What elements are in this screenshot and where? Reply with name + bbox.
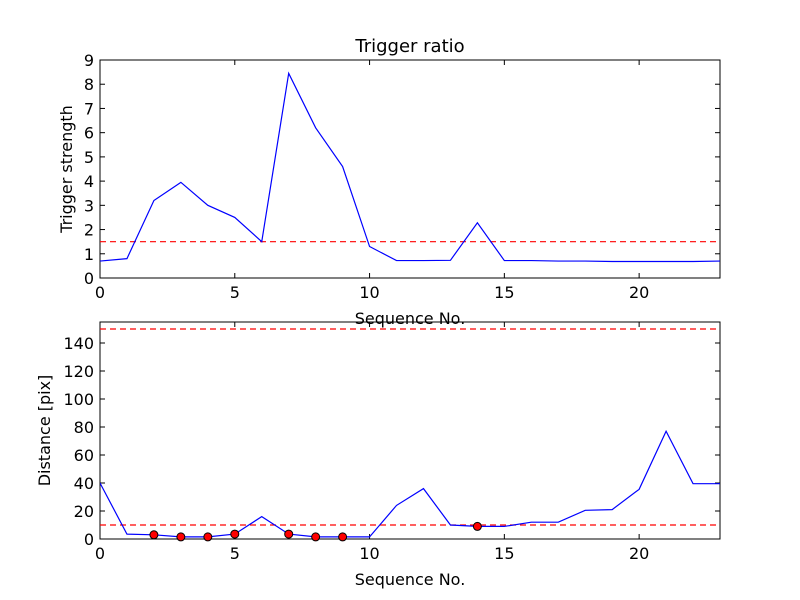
y-tick-label: 4 (84, 172, 94, 191)
data-point-marker (338, 532, 348, 542)
data-point-marker (203, 532, 213, 542)
y-axis-label: Distance [pix] (35, 375, 54, 487)
data-point-marker (284, 529, 294, 539)
y-tick-label: 40 (74, 474, 94, 493)
x-tick-label: 15 (494, 283, 514, 302)
x-tick-label: 20 (629, 544, 649, 563)
x-axis-label: Sequence No. (355, 309, 466, 328)
data-point-marker (149, 530, 159, 540)
y-tick-label: 0 (84, 530, 94, 549)
y-tick-label: 20 (74, 502, 94, 521)
x-tick-label: 0 (95, 544, 105, 563)
x-tick-label: 5 (230, 283, 240, 302)
y-tick-label: 8 (84, 75, 94, 94)
x-tick-label: 10 (359, 283, 379, 302)
x-tick-label: 20 (629, 283, 649, 302)
y-axis-label: Trigger strength (57, 105, 76, 234)
plot-frame (99, 321, 721, 540)
y-tick-label: 6 (84, 124, 94, 143)
y-tick-label: 0 (84, 269, 94, 288)
chart-title: Trigger ratio (354, 36, 464, 57)
x-tick-label: 5 (230, 544, 240, 563)
data-point-marker (472, 521, 482, 531)
y-tick-label: 2 (84, 221, 94, 240)
y-tick-label: 80 (74, 418, 94, 437)
series-line (100, 71, 720, 263)
x-tick-label: 15 (494, 544, 514, 563)
plot-area (100, 328, 720, 538)
x-axis-label: Sequence No. (355, 570, 466, 589)
y-tick-label: 140 (63, 334, 94, 353)
y-tick-label: 100 (63, 390, 94, 409)
data-point-marker (230, 529, 240, 539)
x-tick-label: 0 (95, 283, 105, 302)
data-point-marker (176, 532, 186, 542)
x-tick-label: 10 (359, 544, 379, 563)
data-point-marker (311, 532, 321, 542)
y-tick-label: 1 (84, 245, 94, 264)
distance-panel: 0 5 10 15 20 0 20 40 60 80 100 120 140 Sequence No. Di… (35, 321, 721, 589)
series-line (100, 429, 720, 538)
plot-frame (99, 59, 721, 279)
plot-area (100, 71, 720, 263)
y-tick-label: 9 (84, 51, 94, 70)
y-tick-label: 120 (63, 362, 94, 381)
y-tick-label: 5 (84, 148, 94, 167)
y-tick-label: 60 (74, 446, 94, 465)
y-tick-label: 3 (84, 196, 94, 215)
y-tick-label: 7 (84, 99, 94, 118)
